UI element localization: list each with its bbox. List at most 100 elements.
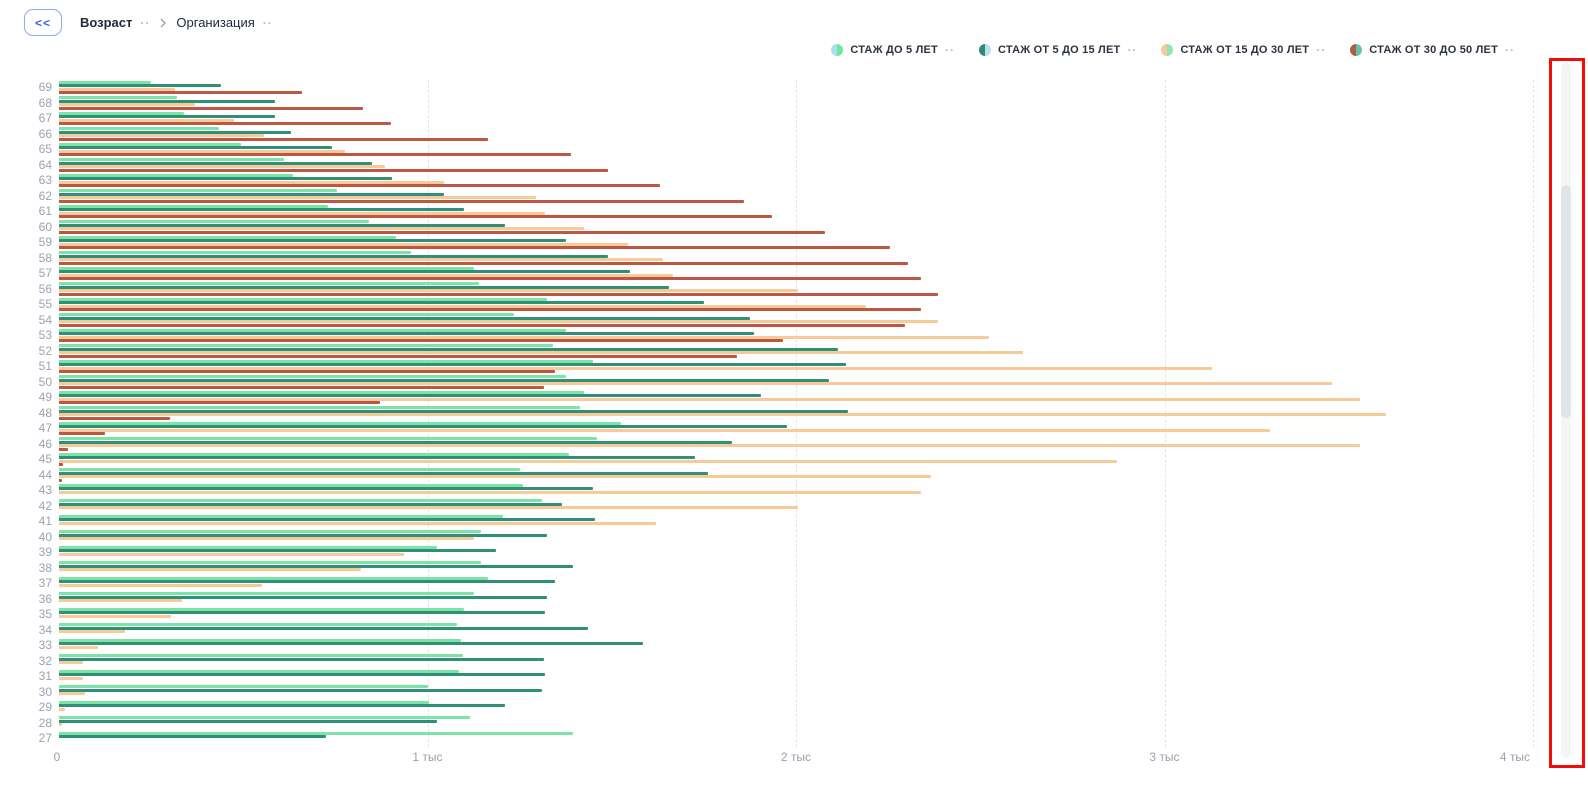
bar-стаж-от-30-до-50-лет-age-45[interactable] [59, 463, 64, 467]
bar-стаж-до-5-лет-age-67[interactable] [59, 111, 185, 115]
breadcrumb-item-organizaciya[interactable]: Организация [176, 15, 255, 30]
bar-стаж-от-15-до-30-лет-age-38[interactable] [59, 568, 362, 572]
bar-стаж-до-5-лет-age-35[interactable] [59, 607, 465, 611]
legend-item-0[interactable]: СТАЖ ДО 5 ЛЕТ ·· [831, 44, 955, 56]
bar-стаж-от-15-до-30-лет-age-66[interactable] [59, 134, 264, 138]
bar-стаж-от-5-до-15-лет-age-47[interactable] [59, 425, 787, 429]
bar-стаж-от-30-до-50-лет-age-59[interactable] [59, 246, 890, 250]
bar-стаж-от-15-до-30-лет-age-52[interactable] [59, 351, 1023, 355]
bar-стаж-до-5-лет-age-55[interactable] [59, 297, 548, 301]
bar-стаж-до-5-лет-age-31[interactable] [59, 669, 459, 673]
bar-стаж-от-15-до-30-лет-age-31[interactable] [59, 676, 83, 680]
bar-стаж-до-5-лет-age-66[interactable] [59, 127, 220, 131]
bar-стаж-от-15-до-30-лет-age-34[interactable] [59, 630, 126, 634]
bar-стаж-до-5-лет-age-63[interactable] [59, 173, 293, 177]
bar-стаж-от-15-до-30-лет-age-64[interactable] [59, 165, 386, 169]
legend-menu-dots-icon[interactable]: ·· [1316, 43, 1327, 57]
bar-стаж-до-5-лет-age-56[interactable] [59, 282, 480, 286]
bar-стаж-до-5-лет-age-59[interactable] [59, 235, 397, 239]
bar-стаж-от-5-до-15-лет-age-51[interactable] [59, 363, 846, 367]
bar-стаж-до-5-лет-age-36[interactable] [59, 592, 474, 596]
bar-стаж-от-5-до-15-лет-age-37[interactable] [59, 580, 555, 584]
bar-стаж-от-15-до-30-лет-age-36[interactable] [59, 599, 183, 603]
bar-стаж-от-30-до-50-лет-age-54[interactable] [59, 323, 905, 327]
bar-стаж-от-30-до-50-лет-age-58[interactable] [59, 261, 909, 265]
bar-стаж-от-5-до-15-лет-age-41[interactable] [59, 518, 596, 522]
bar-стаж-до-5-лет-age-40[interactable] [59, 530, 481, 534]
bar-стаж-до-5-лет-age-51[interactable] [59, 359, 594, 363]
bar-стаж-до-5-лет-age-39[interactable] [59, 545, 437, 549]
bar-стаж-до-5-лет-age-52[interactable] [59, 344, 553, 348]
bar-стаж-от-15-до-30-лет-age-63[interactable] [59, 180, 445, 184]
bar-стаж-от-15-до-30-лет-age-51[interactable] [59, 366, 1213, 370]
bar-стаж-до-5-лет-age-49[interactable] [59, 390, 585, 394]
bar-стаж-от-5-до-15-лет-age-29[interactable] [59, 704, 505, 708]
bar-стаж-от-5-до-15-лет-age-43[interactable] [59, 487, 594, 491]
bar-стаж-от-15-до-30-лет-age-50[interactable] [59, 382, 1333, 386]
bar-стаж-от-5-до-15-лет-age-67[interactable] [59, 115, 275, 119]
bar-стаж-от-5-до-15-лет-age-61[interactable] [59, 208, 465, 212]
bar-стаж-до-5-лет-age-38[interactable] [59, 561, 481, 565]
bar-стаж-от-30-до-50-лет-age-53[interactable] [59, 339, 784, 343]
bar-стаж-от-15-до-30-лет-age-60[interactable] [59, 227, 585, 231]
bar-стаж-от-15-до-30-лет-age-68[interactable] [59, 103, 196, 107]
bar-стаж-от-5-до-15-лет-age-65[interactable] [59, 146, 332, 150]
bar-стаж-до-5-лет-age-69[interactable] [59, 80, 152, 84]
bar-стаж-от-30-до-50-лет-age-51[interactable] [59, 370, 555, 374]
bar-стаж-от-5-до-15-лет-age-57[interactable] [59, 270, 631, 274]
legend-menu-dots-icon[interactable]: ·· [1505, 43, 1515, 57]
bar-стаж-до-5-лет-age-27[interactable] [59, 731, 574, 735]
bar-стаж-от-30-до-50-лет-age-67[interactable] [59, 122, 391, 126]
bar-стаж-до-5-лет-age-64[interactable] [59, 158, 284, 162]
bar-стаж-от-5-до-15-лет-age-59[interactable] [59, 239, 566, 243]
vertical-scrollbar-thumb[interactable] [1561, 185, 1571, 418]
legend-item-3[interactable]: СТАЖ ОТ 30 ДО 50 ЛЕТ ·· [1350, 44, 1515, 56]
bar-стаж-от-30-до-50-лет-age-52[interactable] [59, 354, 738, 358]
bar-стаж-от-30-до-50-лет-age-65[interactable] [59, 153, 572, 157]
bar-стаж-до-5-лет-age-33[interactable] [59, 638, 461, 642]
bar-стаж-до-5-лет-age-65[interactable] [59, 142, 242, 146]
bar-стаж-до-5-лет-age-37[interactable] [59, 576, 489, 580]
bar-стаж-до-5-лет-age-54[interactable] [59, 313, 515, 317]
bar-стаж-от-5-до-15-лет-age-48[interactable] [59, 409, 848, 413]
bar-стаж-от-15-до-30-лет-age-56[interactable] [59, 289, 798, 293]
bar-стаж-от-15-до-30-лет-age-54[interactable] [59, 320, 938, 324]
bar-стаж-до-5-лет-age-62[interactable] [59, 189, 338, 193]
bar-стаж-до-5-лет-age-42[interactable] [59, 499, 542, 503]
bar-стаж-до-5-лет-age-50[interactable] [59, 375, 566, 379]
bar-стаж-от-5-до-15-лет-age-66[interactable] [59, 130, 292, 134]
bar-стаж-до-5-лет-age-41[interactable] [59, 514, 504, 518]
bar-стаж-до-5-лет-age-44[interactable] [59, 468, 520, 472]
bar-стаж-от-15-до-30-лет-age-69[interactable] [59, 87, 176, 91]
bar-стаж-от-30-до-50-лет-age-66[interactable] [59, 137, 489, 141]
bar-стаж-от-5-до-15-лет-age-69[interactable] [59, 84, 222, 88]
bar-стаж-от-15-до-30-лет-age-57[interactable] [59, 273, 673, 277]
bar-стаж-от-15-до-30-лет-age-49[interactable] [59, 397, 1360, 401]
bar-стаж-до-5-лет-age-57[interactable] [59, 266, 474, 270]
bar-стаж-до-5-лет-age-30[interactable] [59, 685, 428, 689]
bar-стаж-от-15-до-30-лет-age-67[interactable] [59, 118, 235, 122]
bar-стаж-от-30-до-50-лет-age-47[interactable] [59, 432, 106, 436]
bar-стаж-от-30-до-50-лет-age-55[interactable] [59, 308, 922, 312]
bar-стаж-до-5-лет-age-46[interactable] [59, 437, 597, 441]
bar-стаж-от-15-до-30-лет-age-44[interactable] [59, 475, 931, 479]
bar-стаж-от-15-до-30-лет-age-28[interactable] [59, 723, 62, 727]
bar-стаж-от-5-до-15-лет-age-63[interactable] [59, 177, 393, 181]
bar-стаж-от-5-до-15-лет-age-52[interactable] [59, 347, 839, 351]
legend-menu-dots-icon[interactable]: ·· [944, 43, 955, 57]
bar-стаж-от-5-до-15-лет-age-42[interactable] [59, 502, 562, 506]
breadcrumb-menu-dots-icon[interactable]: ·· [262, 15, 273, 30]
bar-стаж-от-5-до-15-лет-age-62[interactable] [59, 192, 445, 196]
bar-стаж-от-15-до-30-лет-age-32[interactable] [59, 661, 83, 665]
bar-стаж-от-30-до-50-лет-age-64[interactable] [59, 168, 609, 172]
legend-item-1[interactable]: СТАЖ ОТ 5 ДО 15 ЛЕТ ·· [978, 44, 1137, 56]
bar-стаж-от-15-до-30-лет-age-65[interactable] [59, 149, 345, 153]
bar-стаж-от-5-до-15-лет-age-53[interactable] [59, 332, 754, 336]
bar-стаж-от-30-до-50-лет-age-69[interactable] [59, 91, 303, 95]
bar-стаж-от-5-до-15-лет-age-56[interactable] [59, 285, 669, 289]
bar-стаж-от-5-до-15-лет-age-28[interactable] [59, 719, 437, 723]
bar-стаж-от-30-до-50-лет-age-62[interactable] [59, 199, 745, 203]
bar-стаж-от-30-до-50-лет-age-48[interactable] [59, 416, 170, 420]
bar-стаж-от-30-до-50-лет-age-46[interactable] [59, 447, 69, 451]
bar-стаж-от-30-до-50-лет-age-57[interactable] [59, 277, 922, 281]
